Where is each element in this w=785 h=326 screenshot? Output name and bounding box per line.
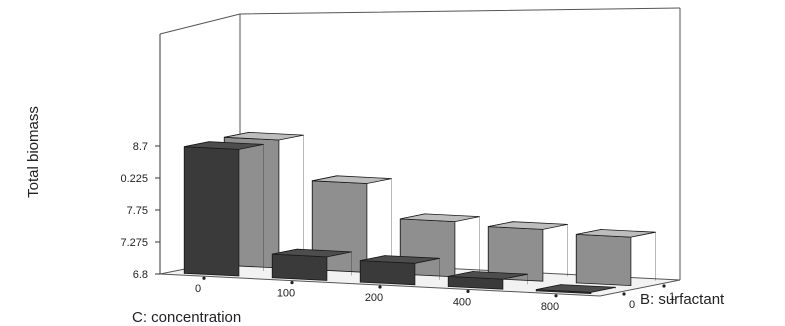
- x-tick-label: 400: [453, 296, 471, 308]
- x-axis-title: C: concentration: [132, 309, 241, 326]
- bar-top-face: [360, 255, 440, 264]
- x-tick-mark: [378, 285, 382, 289]
- z-axis-title: Total biomass: [25, 106, 42, 198]
- wall-top-edge: [159, 7, 681, 35]
- bar-1-800: [575, 229, 656, 287]
- x-tick-label: 0: [195, 283, 201, 295]
- x-tick-mark: [290, 281, 294, 285]
- y-axis-title: B: surfactant: [640, 291, 725, 308]
- y-tick-label: 0: [629, 299, 635, 311]
- bar-1-100: [311, 175, 392, 273]
- z-tick-label: 8.7: [133, 141, 148, 153]
- bar-front-face: [271, 253, 328, 281]
- z-tick-label: 7.75: [127, 205, 148, 217]
- bar-0-100: [271, 248, 352, 281]
- x-tick-label: 100: [277, 288, 295, 300]
- x-tick-label: 800: [541, 301, 559, 313]
- bar-top-face: [536, 284, 616, 293]
- x-tick-mark: [554, 294, 558, 298]
- bar-0-200: [359, 255, 440, 286]
- bar-0-0: [183, 141, 264, 277]
- bar-top-face: [400, 213, 480, 223]
- y-tick-mark: [622, 292, 626, 296]
- x-tick-label: 200: [365, 292, 383, 304]
- bar-top-face: [488, 221, 568, 230]
- labels: Total biomass C: concentration B: surfac…: [25, 106, 725, 326]
- bar-0-800: [535, 284, 616, 295]
- x-tick-mark: [466, 289, 470, 293]
- z-tick-label: 6.8: [133, 269, 148, 281]
- bar-front-face: [183, 146, 240, 277]
- y-tick-label: 1: [669, 291, 675, 303]
- z-tick-label: 7.275: [120, 237, 148, 249]
- bar-1-400: [487, 221, 568, 282]
- bar-front-face: [359, 260, 416, 286]
- y-tick-mark: [662, 284, 666, 288]
- bar-front-face: [575, 233, 632, 287]
- bar-top-face: [272, 248, 352, 258]
- x-tick-mark: [202, 276, 206, 280]
- bar-0-400: [447, 271, 528, 290]
- bar-top-face: [184, 141, 264, 150]
- bars: [183, 131, 656, 295]
- z-tick-label: 0.225: [120, 173, 148, 185]
